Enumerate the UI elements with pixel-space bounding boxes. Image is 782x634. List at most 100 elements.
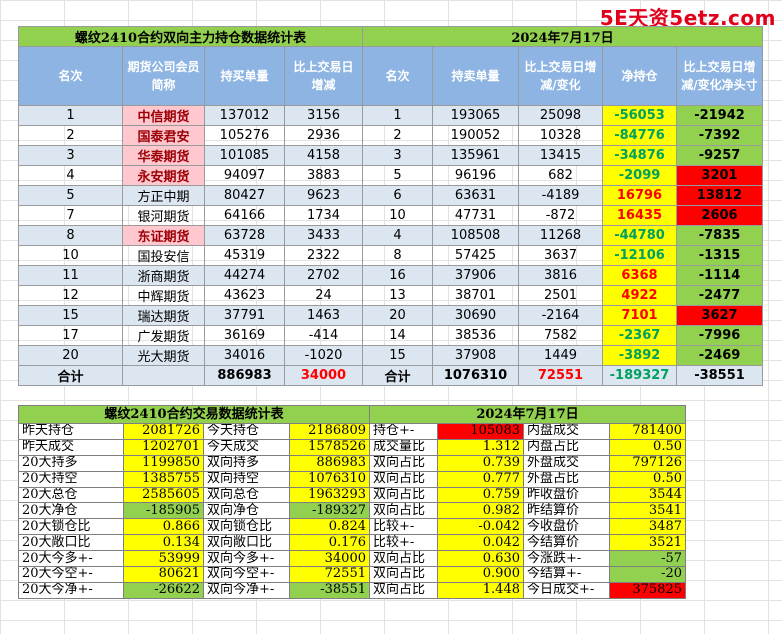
trading-table-date: 2024年7月17日	[369, 405, 686, 424]
stat-label: 今结算+-	[523, 566, 610, 583]
buy-change-cell: 2936	[284, 125, 363, 146]
stat-value: 3544	[609, 486, 686, 504]
total-net: -189327	[602, 365, 677, 386]
net-position-cell: 7101	[602, 305, 677, 326]
sell-volume-cell: 38536	[432, 325, 519, 346]
broker-name-cell: 中信期货	[122, 105, 205, 126]
sell-change-cell: 682	[518, 165, 603, 186]
stat-value: 1.448	[437, 581, 524, 599]
header-cell: 比上交易日增减/变化	[518, 46, 603, 106]
sell-change-cell: 3816	[518, 265, 603, 286]
stat-label: 今天持仓	[203, 423, 290, 440]
net-position-cell: 4922	[602, 285, 677, 306]
stat-label: 双向持多	[203, 454, 290, 472]
stat-label: 20大持空	[18, 470, 124, 488]
stat-label: 双向今净+-	[203, 581, 290, 599]
stat-value: 797126	[609, 454, 686, 472]
stat-label: 今涨跌+-	[523, 550, 610, 568]
rank-cell: 12	[18, 285, 123, 306]
sell-change-cell: 7582	[518, 325, 603, 346]
rank-cell: 16	[362, 265, 433, 286]
stat-label: 双向占比	[369, 470, 438, 488]
buy-volume-cell: 64166	[204, 205, 285, 226]
stat-label: 20大今空+-	[18, 566, 124, 583]
stat-value: 0.630	[437, 550, 524, 568]
stat-value: 105083	[437, 423, 524, 440]
sell-volume-cell: 37908	[432, 345, 519, 366]
net-change-cell: -1315	[676, 245, 763, 266]
table-row: 20 光大期货 34016 -1020 15 37908 1449 -3892 -2469	[18, 345, 763, 366]
header-cell: 持卖单量	[432, 46, 519, 106]
position-table-date: 2024年7月17日	[362, 26, 763, 47]
stat-value: 2585605	[123, 486, 204, 504]
net-change-cell: -7392	[676, 125, 763, 146]
stat-label: 今收盘价	[523, 518, 610, 536]
stat-label: 双向占比	[369, 566, 438, 583]
rank-cell: 14	[362, 325, 433, 346]
buy-change-cell: 1463	[284, 305, 363, 326]
stat-label: 内盘占比	[523, 438, 610, 456]
net-change-cell: -2469	[676, 345, 763, 366]
rank-cell: 8	[18, 225, 123, 246]
table-row: 昨天持仓 2081726 今天持仓 2186809 持仓+- 105083 内盘成交 7814…	[18, 423, 686, 440]
net-position-cell: 6368	[602, 265, 677, 286]
stat-label: 双向总仓	[203, 486, 290, 504]
stat-value: 1963293	[289, 486, 370, 504]
stat-value: 1.312	[437, 438, 524, 456]
net-change-cell: -21942	[676, 105, 763, 126]
table-row: 20大持空 1385755 双向持空 1076310 双向占比 0.777 外盘占比 0.50	[18, 470, 686, 488]
net-change-cell: -7835	[676, 225, 763, 246]
rank-cell: 10	[18, 245, 123, 266]
stat-value: 0.759	[437, 486, 524, 504]
rank-cell: 20	[18, 345, 123, 366]
sell-change-cell: 1449	[518, 345, 603, 366]
stat-value: 1578526	[289, 438, 370, 456]
stat-value: 0.739	[437, 454, 524, 472]
sell-volume-cell: 38701	[432, 285, 519, 306]
header-cell: 名次	[362, 46, 433, 106]
stat-label: 双向今多+-	[203, 550, 290, 568]
stat-label: 20大锁仓比	[18, 518, 124, 536]
net-position-cell: -34876	[602, 145, 677, 166]
stat-value: -20	[609, 566, 686, 583]
stat-label: 20大总仓	[18, 486, 124, 504]
net-position-cell: -2099	[602, 165, 677, 186]
broker-name-cell: 永安期货	[122, 165, 205, 186]
stat-label: 双向占比	[369, 502, 438, 520]
net-change-cell: -1114	[676, 265, 763, 286]
stat-value: -26622	[123, 581, 204, 599]
rank-cell: 7	[18, 205, 123, 226]
stat-value: -189327	[289, 502, 370, 520]
total-sell: 1076310	[432, 365, 519, 386]
stat-value: 80621	[123, 566, 204, 583]
sell-change-cell: 13415	[518, 145, 603, 166]
stat-value: 3487	[609, 518, 686, 536]
stat-value: 0.900	[437, 566, 524, 583]
buy-volume-cell: 94097	[204, 165, 285, 186]
sell-change-cell: 25098	[518, 105, 603, 126]
net-position-cell: -84776	[602, 125, 677, 146]
table-row: 12 中辉期货 43623 24 13 38701 2501 4922 -2477	[18, 285, 763, 306]
rank-cell: 2	[362, 125, 433, 146]
stat-label: 双向占比	[369, 486, 438, 504]
rank-cell: 5	[18, 185, 123, 206]
sell-volume-cell: 63631	[432, 185, 519, 206]
header-cell: 名次	[18, 46, 123, 106]
stat-label: 今日成交+-	[523, 581, 610, 599]
stat-label: 双向占比	[369, 454, 438, 472]
stat-value: 0.042	[437, 534, 524, 552]
stat-label: 今结算价	[523, 534, 610, 552]
rank-cell: 8	[362, 245, 433, 266]
total-buy-change: 34000	[284, 365, 363, 386]
stat-label: 双向今空+-	[203, 566, 290, 583]
stat-label: 成交量比	[369, 438, 438, 456]
sell-change-cell: -2164	[518, 305, 603, 326]
stat-value: 1385755	[123, 470, 204, 488]
stat-value: 1202701	[123, 438, 204, 456]
sell-change-cell: 2501	[518, 285, 603, 306]
table-row: 4 永安期货 94097 3883 5 96196 682 -2099 3201	[18, 165, 763, 186]
stat-value: 0.50	[609, 470, 686, 488]
stat-value: -0.042	[437, 518, 524, 536]
rank-cell: 15	[362, 345, 433, 366]
stat-label: 比较+-	[369, 534, 438, 552]
